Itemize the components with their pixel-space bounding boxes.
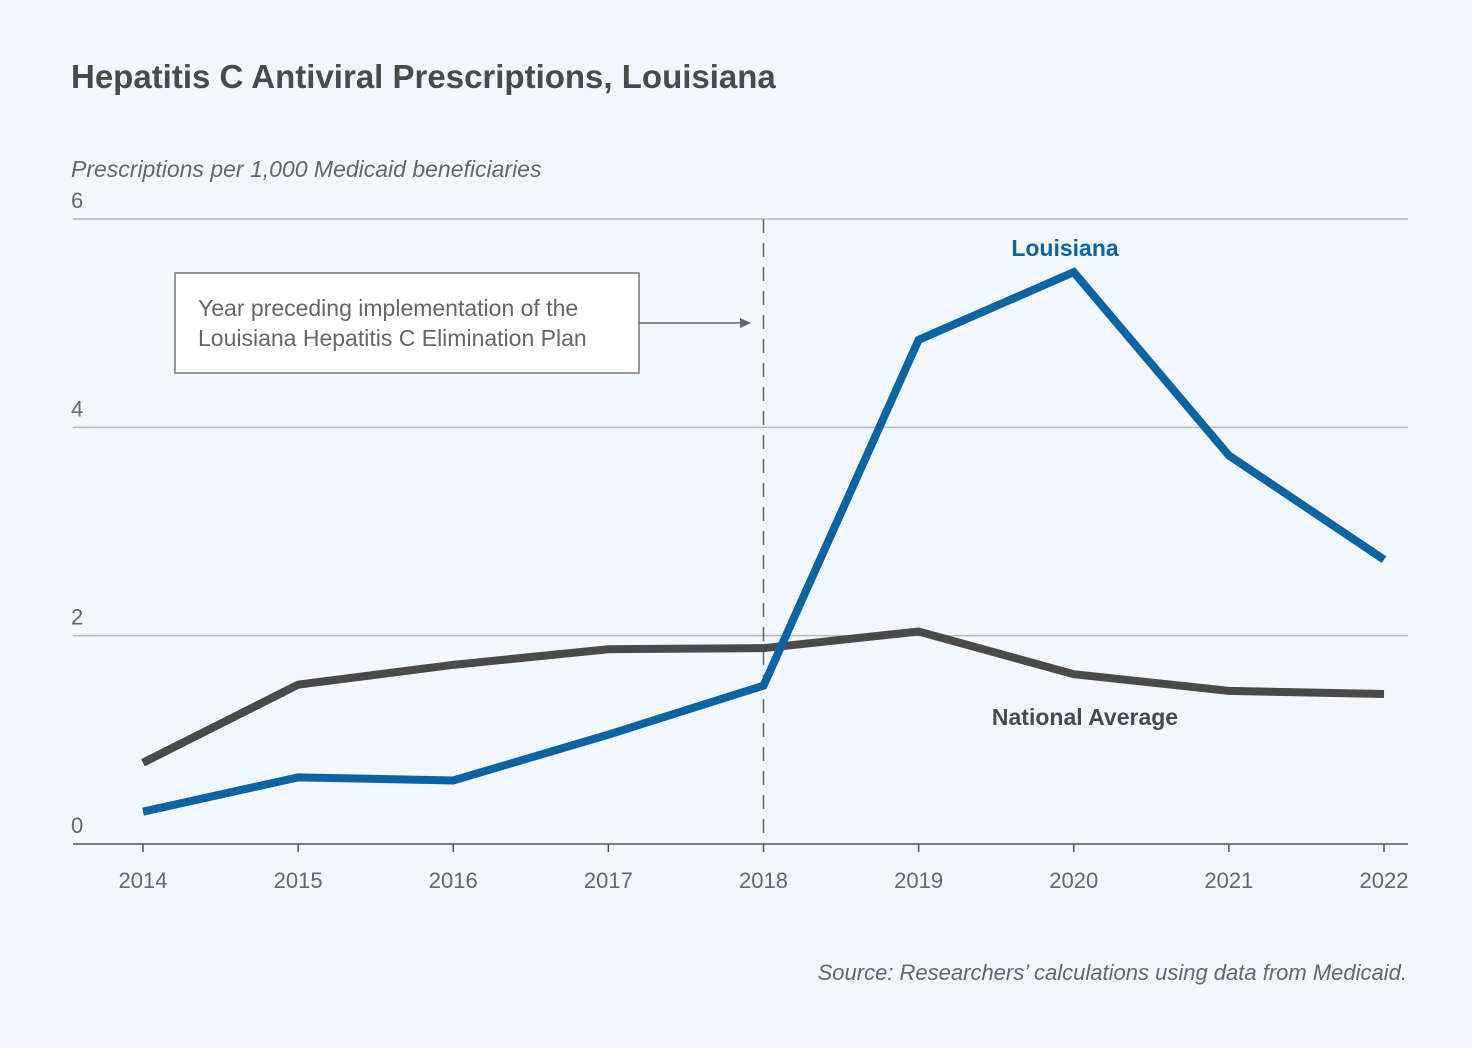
x-tick-label: 2017 — [584, 868, 633, 893]
series-line-national-average — [141, 627, 1385, 767]
chart-title: Hepatitis C Antiviral Prescriptions, Lou… — [71, 58, 776, 95]
series-label-louisiana: Louisiana — [1011, 235, 1119, 261]
annotation: Year preceding implementation of the Lou… — [174, 272, 751, 374]
annotation-line-2: Louisiana Hepatitis C Elimination Plan — [198, 325, 587, 351]
y-tick-label: 2 — [71, 605, 83, 630]
annotation-box — [174, 272, 640, 374]
annotation-line-1: Year preceding implementation of the — [198, 295, 578, 321]
x-tick-label: 2018 — [739, 868, 788, 893]
y-tick-label: 6 — [71, 188, 83, 213]
y-axis-label: Prescriptions per 1,000 Medicaid benefic… — [71, 156, 542, 182]
x-tick-label: 2015 — [274, 868, 323, 893]
arrow-head-icon — [740, 318, 751, 328]
x-tick-label: 2022 — [1360, 868, 1409, 893]
x-tick-label: 2019 — [894, 868, 943, 893]
x-tick-label: 2021 — [1204, 868, 1253, 893]
x-tick-label: 2014 — [119, 868, 168, 893]
source-note: Source: Researchers’ calculations using … — [818, 960, 1407, 985]
x-tick-label: 2020 — [1049, 868, 1098, 893]
y-tick-label: 4 — [71, 396, 83, 421]
x-tick-label: 2016 — [429, 868, 478, 893]
series-label-national-average: National Average — [992, 704, 1178, 730]
y-tick-label: 0 — [71, 813, 83, 838]
